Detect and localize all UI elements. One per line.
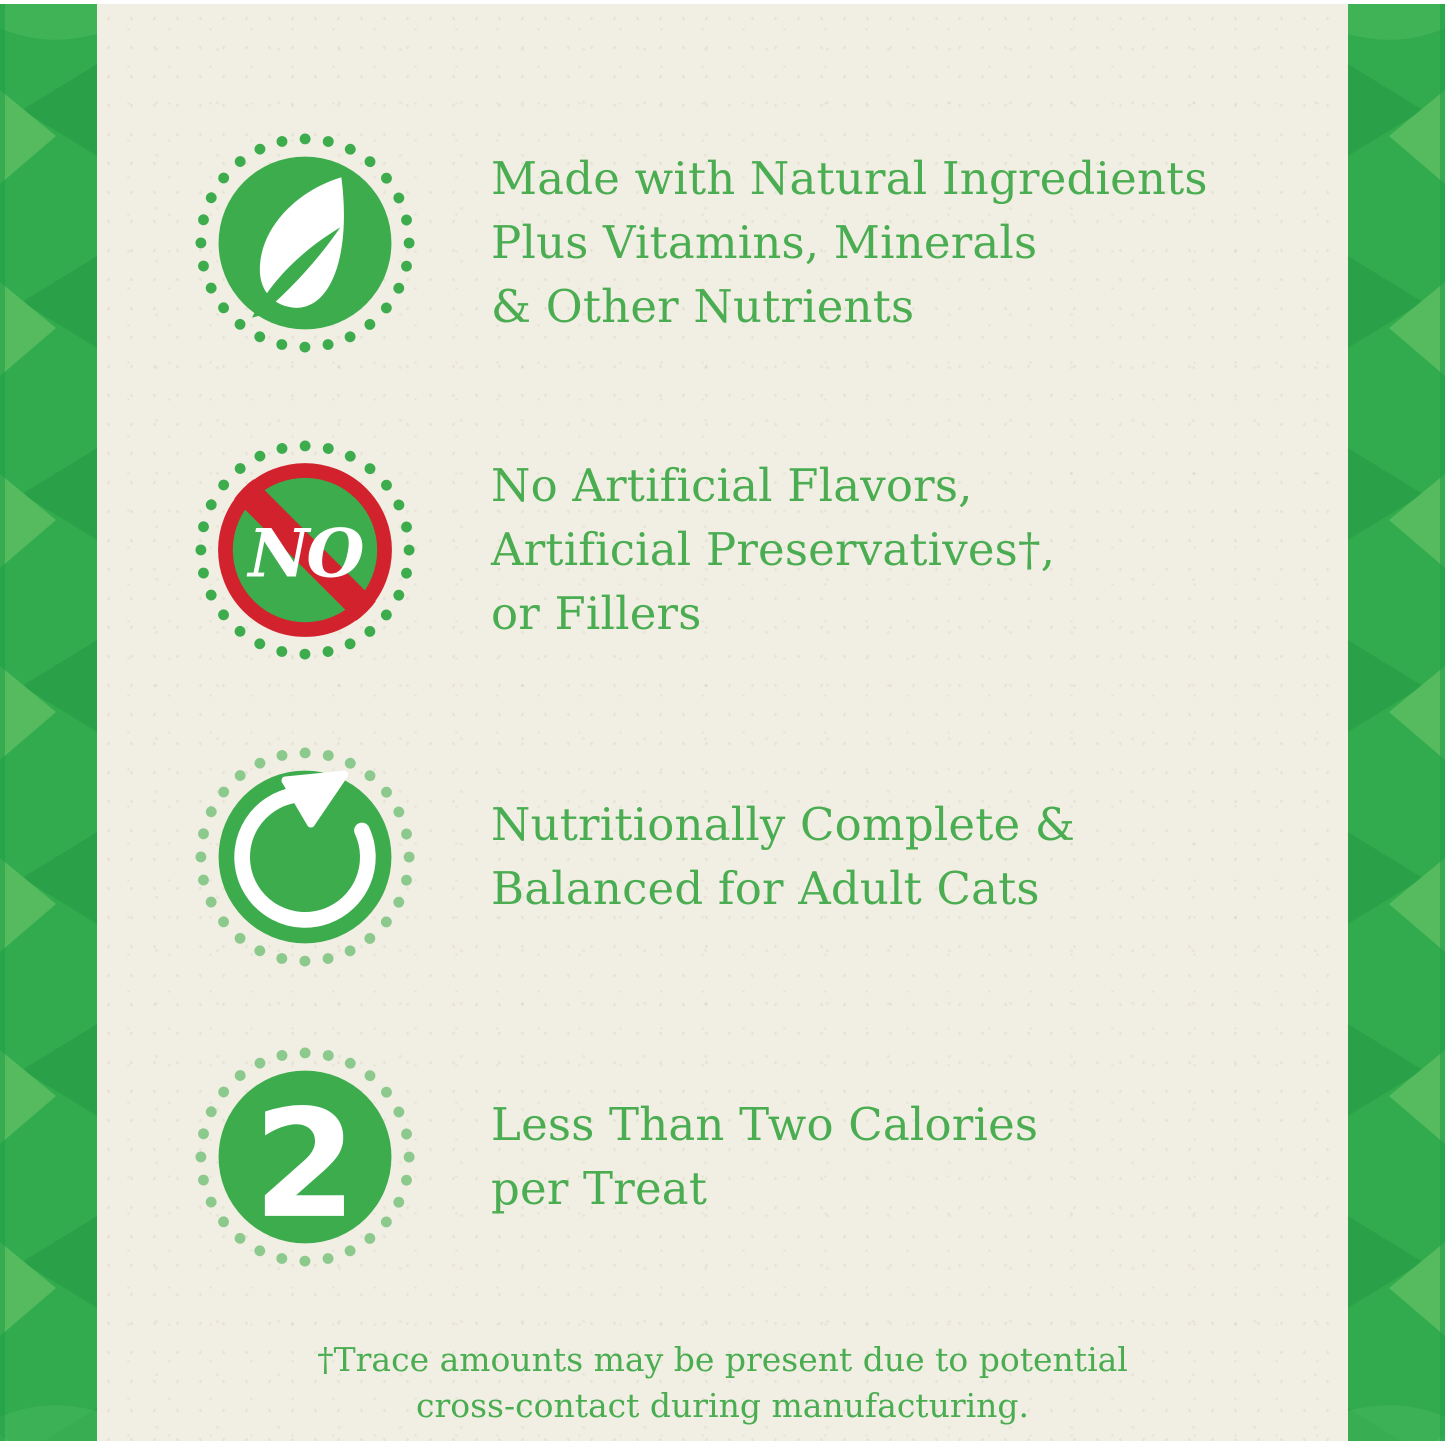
feature-text: Less Than Two Calories per Treat bbox=[491, 1098, 1039, 1215]
paper-panel: Made with Natural Ingredients Plus Vitam… bbox=[97, 4, 1348, 1441]
leaf-icon bbox=[195, 133, 415, 353]
right-green-border bbox=[1348, 4, 1445, 1441]
feature-row-natural: Made with Natural Ingredients Plus Vitam… bbox=[195, 133, 1208, 353]
feature-row-complete-balanced: Nutritionally Complete & Balanced for Ad… bbox=[195, 747, 1075, 967]
left-green-border bbox=[0, 4, 97, 1441]
circular-arrow-icon bbox=[195, 747, 415, 967]
green-burst-pattern bbox=[1348, 4, 1445, 1441]
footnote-text: †Trace amounts may be present due to pot… bbox=[317, 1340, 1128, 1425]
number-two-icon: 2 bbox=[195, 1047, 415, 1267]
feature-text: No Artificial Flavors, Artificial Preser… bbox=[491, 459, 1056, 640]
green-burst-pattern bbox=[0, 4, 97, 1441]
no-badge-label: NO bbox=[246, 513, 364, 592]
feature-text: Nutritionally Complete & Balanced for Ad… bbox=[491, 798, 1076, 915]
number-two-label: 2 bbox=[253, 1078, 357, 1252]
feature-text: Made with Natural Ingredients Plus Vitam… bbox=[491, 152, 1208, 333]
no-badge-icon: NO bbox=[195, 440, 415, 660]
feature-row-no-artificial: NO No Artificial Flavors, Artificial Pre… bbox=[195, 440, 1055, 660]
feature-row-calories: 2 Less Than Two Calories per Treat bbox=[195, 1047, 1038, 1267]
